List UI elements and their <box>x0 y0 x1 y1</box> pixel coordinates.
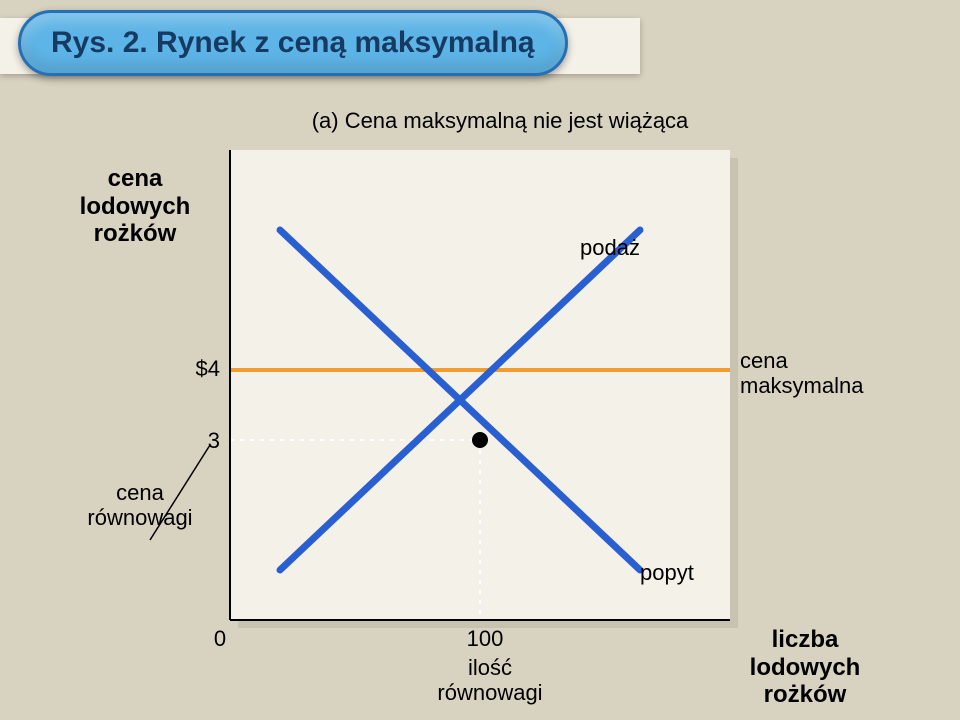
ytick-4: $4 <box>170 356 220 381</box>
y-axis-label-line3: rożków <box>50 220 220 248</box>
eq-price-label: cena równowagi <box>60 480 220 531</box>
supply-label: podaż <box>580 235 640 260</box>
eq-qty-label: ilość równowagi <box>410 655 570 706</box>
eq-qty-label-l1: ilość <box>410 655 570 680</box>
xtick-100: 100 <box>455 626 515 651</box>
panel-subtitle: (a) Cena maksymalną nie jest wiążąca <box>300 108 700 133</box>
x-axis-label-line1: liczba <box>720 626 890 654</box>
x-axis-label-line3: rożków <box>720 681 890 709</box>
eq-qty-label-l2: równowagi <box>410 680 570 705</box>
y-axis-label-line2: lodowych <box>50 193 220 221</box>
x-axis-label-line2: lodowych <box>720 654 890 682</box>
demand-label: popyt <box>640 560 694 585</box>
equilibrium-point <box>472 432 488 448</box>
y-axis-label: cena lodowych rożków <box>50 165 220 248</box>
price-ceiling-label: cena maksymalna <box>740 348 900 399</box>
eq-price-label-l1: cena <box>60 480 220 505</box>
price-ceiling-label-l1: cena <box>740 348 900 373</box>
x-axis-label: liczba lodowych rożków <box>720 626 890 709</box>
ytick-3: 3 <box>170 428 220 453</box>
eq-price-label-l2: równowagi <box>60 505 220 530</box>
price-ceiling-label-l2: maksymalna <box>740 373 900 398</box>
y-axis-label-line1: cena <box>50 165 220 193</box>
xtick-0: 0 <box>200 626 240 651</box>
